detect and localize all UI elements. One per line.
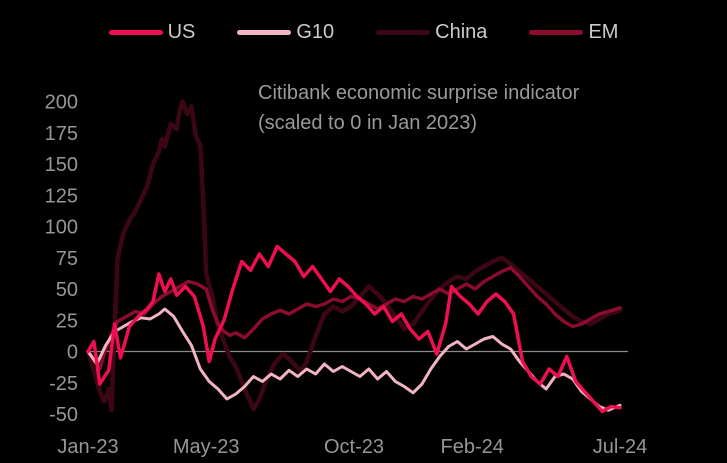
chart-title-line1: Citibank economic surprise indicator [258,82,580,104]
legend-label: G10 [296,21,335,43]
y-axis-tick-label: 200 [45,92,78,114]
line-us [86,244,622,414]
chart-title: Citibank economic surprise indicator (sc… [258,78,678,138]
y-axis-tick-label: 125 [45,185,78,207]
y-axis-tick-label: -50 [49,404,78,426]
y-axis-tick-label: 150 [45,154,78,176]
y-axis-tick-label: -25 [49,373,78,395]
chart-title-line2: (scaled to 0 in Jan 2023) [258,112,478,134]
legend-swatch-g10 [237,29,292,35]
y-axis-tick-label: 75 [56,248,78,270]
x-axis-tick-label: Jul-24 [593,436,647,458]
legend-swatch-em [529,29,584,35]
x-axis-tick-label: Jan-23 [57,436,118,458]
legend-label: China [435,21,488,43]
y-axis-tick-label: 100 [45,217,78,239]
legend-item-china: China [376,20,487,44]
x-axis-tick-label: Feb-24 [441,436,504,458]
x-axis-tick-label: Oct-23 [324,436,384,458]
legend-swatch-china [376,29,431,35]
legend-label: US [167,21,196,43]
y-axis-tick-label: 0 [67,342,78,364]
line-em [86,266,622,371]
x-axis-tick-label: May-23 [173,436,240,458]
legend-item-us: US [108,20,196,44]
y-axis-tick-label: 175 [45,123,78,145]
y-axis-tick-label: 50 [56,279,78,301]
line-china [85,99,623,413]
legend: US G10 China EM [0,20,727,44]
line-g10 [86,307,622,412]
legend-item-g10: G10 [237,20,334,44]
legend-label: EM [588,21,619,43]
y-axis-tick-label: 25 [56,310,78,332]
legend-swatch-us [108,29,163,35]
legend-item-em: EM [529,20,618,44]
